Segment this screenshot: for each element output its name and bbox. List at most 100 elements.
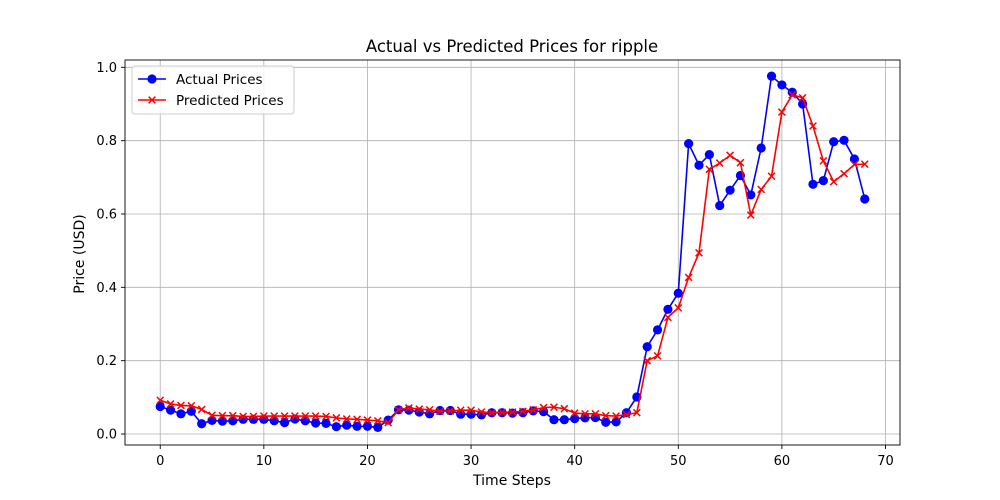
data-point	[301, 412, 310, 420]
data-point	[746, 211, 755, 220]
data-point	[621, 408, 632, 418]
data-point	[342, 415, 351, 423]
data-point	[279, 418, 290, 428]
data-point	[652, 325, 663, 335]
y-tick-label: 0.0	[96, 428, 117, 443]
data-point	[331, 422, 341, 432]
data-point	[632, 408, 641, 417]
data-point	[715, 159, 724, 167]
data-point	[767, 172, 776, 181]
data-point	[207, 415, 217, 426]
data-point	[518, 408, 528, 418]
data-point	[373, 422, 383, 432]
data-point	[228, 416, 238, 426]
data-point	[342, 420, 352, 430]
data-point	[860, 160, 869, 169]
data-point	[352, 421, 362, 431]
data-point	[415, 405, 424, 413]
data-point	[353, 415, 362, 424]
data-point	[705, 165, 714, 174]
data-point	[798, 93, 807, 102]
data-point	[611, 417, 621, 427]
data-point	[467, 406, 475, 415]
data-point	[487, 408, 496, 417]
data-point	[684, 273, 693, 282]
data-point	[529, 405, 538, 414]
data-point	[819, 156, 828, 165]
x-axis-label: Time Steps	[472, 473, 551, 489]
data-point	[425, 405, 434, 414]
data-point	[642, 342, 652, 352]
data-point	[663, 304, 673, 314]
data-point	[259, 412, 268, 420]
legend: Actual Prices Predicted Prices	[131, 65, 295, 115]
x-tick-label: 40	[566, 454, 583, 469]
axes-frame	[124, 59, 901, 446]
data-point	[766, 71, 777, 81]
data-point	[860, 194, 870, 204]
data-point	[549, 415, 559, 425]
data-point	[321, 418, 331, 428]
data-point	[322, 412, 330, 421]
data-point	[829, 137, 839, 147]
data-point	[373, 416, 382, 425]
x-tick-label: 70	[877, 454, 894, 469]
y-tick-label: 0.2	[96, 354, 117, 369]
data-point	[507, 408, 518, 418]
chart-title: Actual vs Predicted Prices for ripple	[366, 37, 658, 56]
data-point	[269, 416, 279, 426]
data-point	[570, 409, 579, 418]
legend-marker	[147, 74, 157, 84]
x-tick-label: 50	[670, 454, 687, 469]
data-point	[777, 80, 787, 90]
data-point	[187, 401, 196, 410]
data-point	[581, 409, 589, 418]
data-point	[809, 122, 817, 130]
data-point	[208, 411, 216, 420]
data-point	[518, 407, 527, 416]
y-tick-label: 0.8	[96, 134, 117, 149]
legend-marker	[148, 96, 156, 104]
data-point	[539, 403, 548, 412]
data-point	[477, 408, 486, 416]
data-point	[818, 176, 828, 186]
legend-label: Predicted Prices	[176, 93, 284, 109]
x-tick-label: 10	[256, 454, 273, 469]
legend-box	[131, 65, 295, 115]
data-point	[560, 404, 569, 413]
data-point	[695, 248, 703, 257]
data-point	[156, 396, 165, 405]
data-point	[394, 405, 403, 414]
data-point	[436, 407, 444, 416]
data-point	[725, 185, 735, 195]
data-point	[612, 412, 621, 420]
data-point	[840, 169, 848, 178]
data-point	[332, 413, 341, 422]
data-point	[757, 185, 766, 194]
data-point	[622, 410, 631, 419]
data-point	[643, 356, 652, 365]
data-point	[384, 418, 393, 427]
x-tick-label: 60	[774, 454, 791, 469]
data-point	[363, 416, 372, 424]
legend-label: Actual Prices	[176, 72, 263, 88]
data-point	[787, 87, 797, 97]
data-point	[446, 406, 455, 415]
data-point	[176, 409, 186, 419]
data-point	[674, 303, 683, 312]
data-point	[404, 404, 413, 412]
data-point	[684, 139, 694, 149]
data-point	[300, 416, 310, 426]
y-tick-label: 1.0	[96, 61, 117, 76]
data-point	[839, 135, 849, 145]
data-point	[290, 412, 299, 420]
data-point	[704, 150, 714, 160]
data-point	[249, 412, 258, 421]
data-point	[165, 405, 176, 415]
data-point	[550, 403, 558, 412]
data-point	[559, 415, 569, 425]
plot-area: 0 10 20 30 40 50 60 70 0.0 0.2 0.4 0.6 0.8 1.0	[96, 59, 901, 469]
data-point	[591, 409, 600, 418]
data-point	[218, 411, 227, 420]
